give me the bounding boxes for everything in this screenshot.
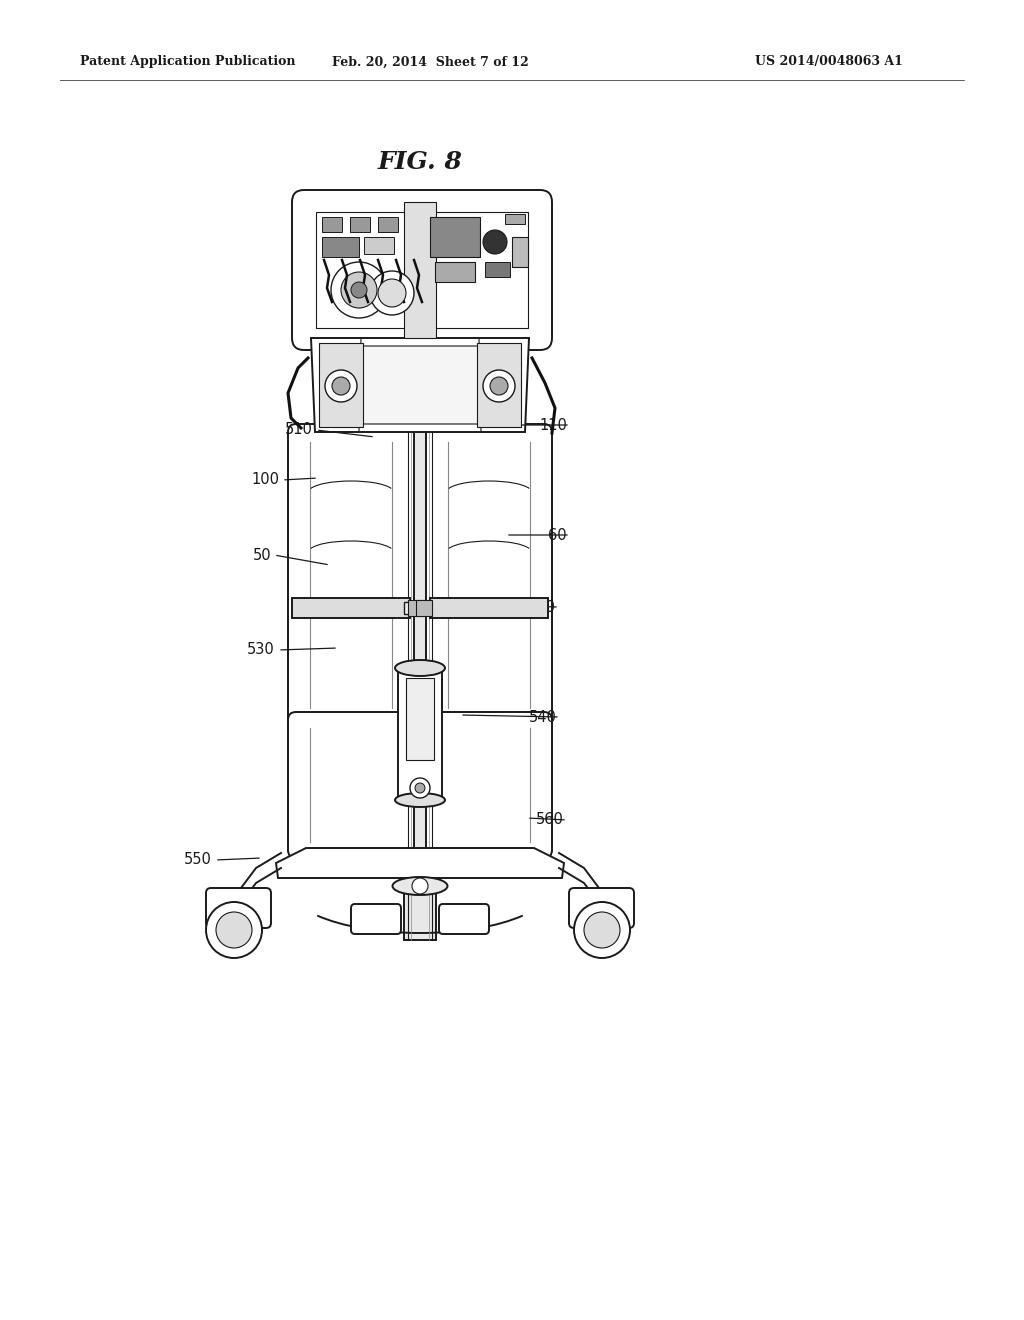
- Bar: [292, 598, 410, 618]
- Bar: [425, 213, 528, 327]
- Text: Patent Application Publication: Patent Application Publication: [80, 55, 296, 69]
- Bar: [505, 214, 525, 224]
- Text: 110: 110: [539, 417, 567, 433]
- Ellipse shape: [392, 876, 447, 895]
- Bar: [406, 678, 434, 760]
- Bar: [378, 216, 398, 232]
- Circle shape: [574, 902, 630, 958]
- Text: 100: 100: [251, 473, 279, 487]
- Polygon shape: [311, 338, 529, 432]
- Circle shape: [370, 271, 414, 315]
- FancyBboxPatch shape: [439, 904, 489, 935]
- Text: 520: 520: [528, 599, 556, 615]
- Polygon shape: [325, 346, 515, 424]
- Text: 560: 560: [537, 813, 564, 828]
- Bar: [435, 261, 475, 282]
- FancyBboxPatch shape: [292, 190, 552, 350]
- Text: 510: 510: [285, 422, 313, 437]
- Text: US 2014/0048063 A1: US 2014/0048063 A1: [755, 55, 903, 69]
- FancyBboxPatch shape: [206, 888, 271, 928]
- Circle shape: [415, 783, 425, 793]
- Bar: [404, 202, 436, 338]
- Text: 60: 60: [549, 528, 567, 543]
- FancyBboxPatch shape: [569, 888, 634, 928]
- Circle shape: [378, 279, 406, 308]
- Circle shape: [325, 370, 357, 403]
- FancyBboxPatch shape: [426, 424, 552, 726]
- Text: 550: 550: [184, 853, 212, 867]
- Bar: [319, 343, 362, 426]
- Bar: [404, 602, 436, 614]
- FancyBboxPatch shape: [288, 424, 414, 726]
- Circle shape: [216, 912, 252, 948]
- FancyBboxPatch shape: [351, 904, 401, 935]
- Bar: [416, 601, 432, 616]
- Bar: [404, 668, 436, 719]
- Bar: [485, 261, 510, 277]
- Circle shape: [206, 902, 262, 958]
- Ellipse shape: [395, 660, 445, 676]
- Bar: [512, 238, 528, 267]
- Text: 530: 530: [247, 643, 275, 657]
- Polygon shape: [276, 847, 564, 878]
- Bar: [477, 343, 521, 426]
- Circle shape: [410, 777, 430, 799]
- Circle shape: [341, 272, 377, 308]
- Bar: [364, 238, 394, 253]
- Bar: [404, 230, 436, 940]
- Ellipse shape: [395, 793, 445, 807]
- Circle shape: [332, 378, 350, 395]
- Circle shape: [351, 282, 367, 298]
- Bar: [322, 238, 359, 257]
- Bar: [322, 216, 342, 232]
- Bar: [430, 598, 548, 618]
- Text: Feb. 20, 2014  Sheet 7 of 12: Feb. 20, 2014 Sheet 7 of 12: [332, 55, 528, 69]
- FancyBboxPatch shape: [426, 711, 552, 858]
- Circle shape: [331, 261, 387, 318]
- FancyBboxPatch shape: [288, 711, 414, 858]
- Text: 540: 540: [529, 710, 557, 725]
- Bar: [316, 213, 415, 327]
- Bar: [430, 216, 480, 257]
- Circle shape: [483, 230, 507, 253]
- Circle shape: [483, 370, 515, 403]
- Bar: [350, 216, 370, 232]
- Circle shape: [584, 912, 620, 948]
- Bar: [398, 668, 442, 800]
- Circle shape: [490, 378, 508, 395]
- Bar: [408, 601, 424, 616]
- Circle shape: [412, 878, 428, 894]
- Text: 50: 50: [252, 548, 271, 562]
- Text: FIG. 8: FIG. 8: [378, 150, 463, 174]
